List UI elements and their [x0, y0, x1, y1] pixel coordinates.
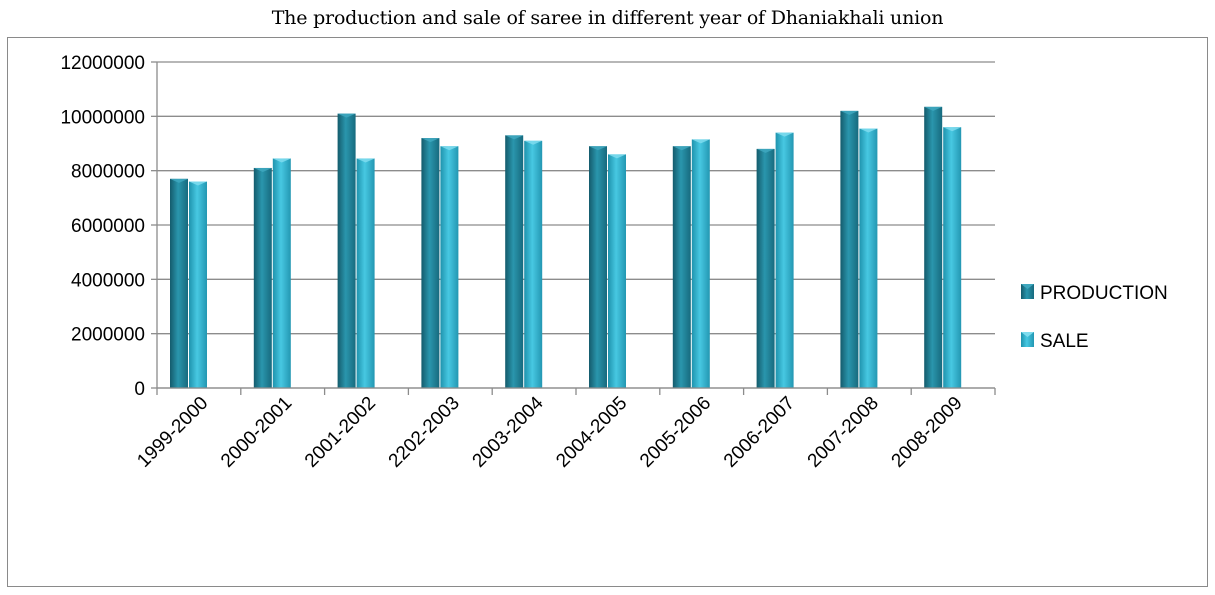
- bar-cap: [170, 178, 188, 183]
- bar-cap: [943, 127, 962, 132]
- bar-sale-2006-2007: [775, 132, 794, 388]
- bar-cap: [421, 138, 440, 143]
- bar-production-2000-2001: [253, 167, 272, 388]
- bar-cap: [859, 128, 878, 133]
- bar-sale-2202-2003: [440, 146, 459, 388]
- bar-cap: [253, 167, 272, 172]
- x-tick-label: 2003-2004: [469, 392, 548, 471]
- bar-sale-1999-2000: [189, 181, 207, 388]
- chart-frame: [7, 37, 1208, 587]
- legend-swatch-cap: [1021, 284, 1034, 289]
- legend-label-production: PRODUCTION: [1040, 283, 1168, 304]
- bar-sale-2005-2006: [691, 139, 710, 388]
- bar-production-2006-2007: [756, 148, 775, 388]
- x-tick-label: 2008-2009: [888, 393, 967, 472]
- bar-cap: [924, 106, 943, 111]
- bar-production-2001-2002: [337, 113, 356, 388]
- x-tick-label: 2000-2001: [217, 393, 296, 472]
- bar-cap: [524, 140, 543, 145]
- x-tick-label: 2202-2003: [385, 393, 464, 472]
- x-tick-label: 2007-2008: [804, 393, 883, 472]
- bars: [170, 106, 962, 389]
- y-tick-label: 2000000: [71, 325, 145, 346]
- x-tick-label: 2005-2006: [636, 393, 715, 472]
- bar-cap: [440, 146, 459, 151]
- bar-cap: [608, 154, 626, 159]
- bar-production-2004-2005: [589, 146, 607, 388]
- legend-swatch-production: [1021, 284, 1034, 299]
- bar-sale-2003-2004: [524, 140, 543, 388]
- x-tick-label: 1999-2000: [133, 393, 212, 472]
- bar-sale-2000-2001: [272, 158, 291, 388]
- x-tick-label: 2001-2002: [301, 393, 380, 472]
- bar-cap: [775, 132, 794, 137]
- y-tick-label: 12000000: [60, 53, 145, 74]
- legend-swatch-cap: [1021, 332, 1034, 337]
- y-tick-label: 6000000: [71, 216, 145, 237]
- legend-label-sale: SALE: [1040, 331, 1089, 352]
- bar-cap: [589, 146, 607, 151]
- bar-sale-2004-2005: [608, 154, 626, 388]
- y-tick-label: 0: [134, 379, 145, 400]
- bar-cap: [189, 181, 207, 186]
- bar-production-2202-2003: [421, 138, 440, 388]
- y-tick-label: 8000000: [71, 162, 145, 183]
- bar-production-1999-2000: [170, 178, 188, 388]
- bar-cap: [356, 158, 375, 163]
- bar-cap: [337, 113, 356, 118]
- legend-swatch-sale: [1021, 332, 1034, 347]
- legend: PRODUCTION SALE: [1021, 283, 1168, 352]
- bar-cap: [272, 158, 291, 163]
- x-tick-label: 2006-2007: [720, 393, 799, 472]
- bar-production-2008-2009: [924, 106, 943, 388]
- bar-production-2007-2008: [840, 110, 859, 389]
- bar-production-2003-2004: [505, 135, 524, 388]
- bar-sale-2001-2002: [356, 158, 375, 388]
- bar-cap: [840, 110, 859, 115]
- bar-cap: [672, 146, 691, 151]
- bar-sale-2008-2009: [943, 127, 962, 388]
- bar-production-2005-2006: [672, 146, 691, 388]
- y-tick-label: 4000000: [71, 270, 145, 291]
- bar-cap: [691, 139, 710, 144]
- bar-cap: [756, 148, 775, 153]
- chart-title: The production and sale of saree in diff…: [271, 7, 944, 29]
- x-tick-label: 2004-2005: [552, 393, 631, 472]
- y-tick-label: 10000000: [60, 107, 145, 128]
- bar-sale-2007-2008: [859, 128, 878, 388]
- bar-cap: [505, 135, 524, 140]
